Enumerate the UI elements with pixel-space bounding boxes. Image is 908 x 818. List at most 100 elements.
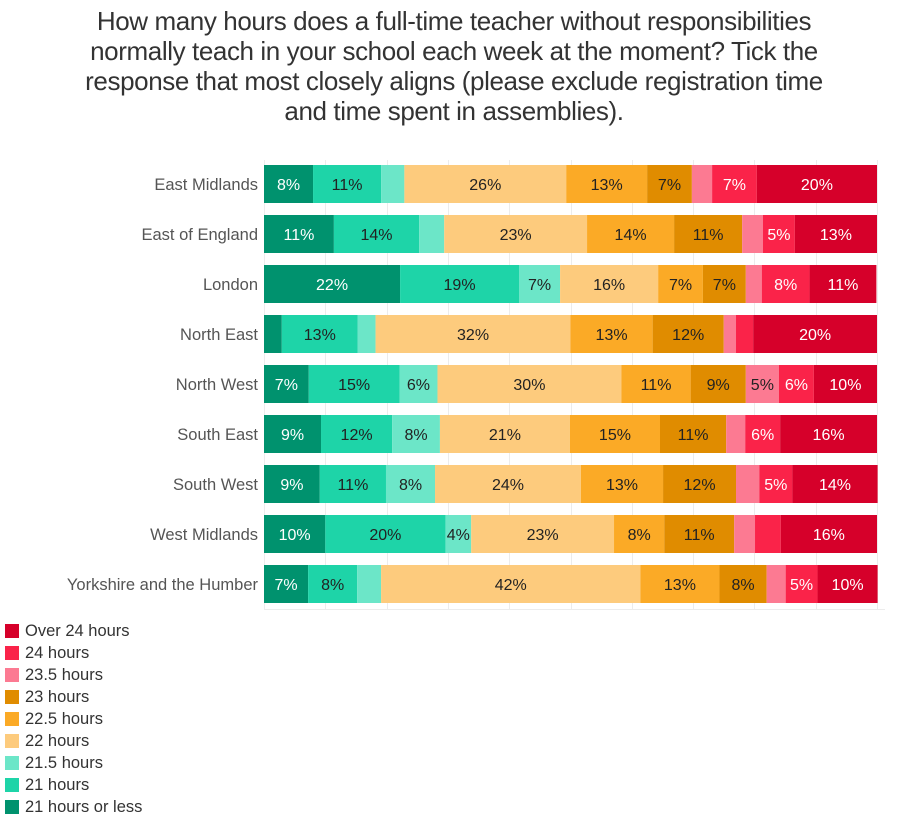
data-label: 30% (513, 377, 545, 394)
bar-segment (264, 365, 309, 403)
bar-row: 9% 11% 8% 24% 13% 12% 5% 14% (264, 465, 878, 503)
legend-swatch (5, 778, 19, 792)
legend-item[interactable]: 21 hours or less (5, 796, 142, 818)
bar-row: 8% 11% 26% 13% 7% 7% 20% (264, 165, 877, 203)
legend-label: 21 hours or less (25, 797, 143, 816)
legend-item[interactable]: 22.5 hours (5, 708, 142, 730)
data-label: 13% (304, 327, 336, 344)
bar-segment (659, 415, 727, 453)
legend-item[interactable]: 23.5 hours (5, 664, 142, 686)
legend-label: 22.5 hours (25, 709, 103, 728)
bar-segment (392, 415, 440, 453)
data-label: 11% (684, 527, 715, 544)
data-label: 16% (593, 277, 625, 294)
bar-segment (745, 365, 779, 403)
title-line: and time spent in assemblies). (284, 96, 624, 126)
bar-row: 7% 15% 6% 30% 11% 9% 5% 6% 10% (264, 365, 877, 403)
data-label: 32% (457, 327, 489, 344)
bar-segment (647, 165, 692, 203)
bar-segment (471, 515, 615, 553)
bar-segment (723, 315, 737, 353)
bar-segment (333, 215, 420, 253)
bar-segment (734, 515, 756, 553)
bar-segment (614, 515, 665, 553)
bar-segment (264, 465, 320, 503)
data-label: 11% (284, 227, 315, 244)
bar-segment (264, 215, 334, 253)
data-label: 11% (678, 427, 709, 444)
data-label: 12% (684, 477, 716, 494)
bar-row: 11% 14% 23% 14% 11% 5% 13% (264, 215, 877, 253)
bar-segment (375, 315, 571, 353)
bar-segment (264, 415, 322, 453)
category-labels: East Midlands East of England London North … (67, 176, 259, 594)
legend-label: 23.5 hours (25, 665, 103, 684)
bar-segment (702, 265, 746, 303)
legend-item[interactable]: Over 24 hours (5, 620, 142, 642)
bar-segment (785, 565, 818, 603)
data-label: 8% (628, 527, 651, 544)
data-label: 11% (332, 177, 363, 194)
bar-segment (674, 215, 743, 253)
data-label: 13% (664, 577, 696, 594)
data-label: 15% (599, 427, 631, 444)
data-label: 21% (489, 427, 521, 444)
bar-segment (308, 365, 400, 403)
data-label: 10% (832, 577, 864, 594)
data-label: 8% (399, 477, 422, 494)
bar-segment (439, 415, 570, 453)
bar-segment (753, 315, 877, 353)
bar-segment (663, 465, 737, 503)
category-label: South East (177, 426, 258, 444)
bar-segment (519, 265, 561, 303)
bar-segment (719, 565, 767, 603)
legend-label: 23 hours (25, 687, 90, 706)
bar-row: 13% 32% 13% 12% 20% (264, 315, 877, 353)
data-label: 8% (774, 277, 797, 294)
bar-segment (780, 515, 877, 553)
bar-segment (756, 165, 877, 203)
bar-segment (437, 365, 622, 403)
bar-segment (264, 265, 401, 303)
data-label: 11% (828, 277, 859, 294)
bar-segment (726, 415, 746, 453)
legend-swatch (5, 668, 19, 682)
data-label: 14% (819, 477, 851, 494)
data-label: 9% (707, 377, 730, 394)
legend-item[interactable]: 21.5 hours (5, 752, 142, 774)
bar-segment (560, 265, 659, 303)
data-label: 16% (813, 427, 845, 444)
bar-segment (640, 565, 720, 603)
legend-item[interactable]: 24 hours (5, 642, 142, 664)
bar-segment (587, 215, 675, 253)
data-label: 15% (338, 377, 370, 394)
bar-segment (742, 215, 763, 253)
category-label: North West (176, 376, 259, 394)
legend-swatch (5, 624, 19, 638)
legend-item[interactable]: 22 hours (5, 730, 142, 752)
bar-segment (264, 315, 282, 353)
data-label: 12% (672, 327, 704, 344)
bar-segment (264, 565, 309, 603)
bar-segment (385, 465, 436, 503)
data-label: 11% (337, 477, 368, 494)
data-label: 5% (751, 377, 774, 394)
data-label: 8% (404, 427, 427, 444)
legend-item[interactable]: 23 hours (5, 686, 142, 708)
legend-label: 21 hours (25, 775, 90, 794)
bar-segment (736, 465, 760, 503)
bar-segment (813, 365, 877, 403)
bar-segment (580, 465, 664, 503)
data-label: 4% (447, 527, 470, 544)
bar-segment (690, 365, 746, 403)
bar-segment (381, 165, 405, 203)
bar-row: 10% 20% 4% 23% 8% 11% 16% (264, 515, 877, 553)
bar-segment (319, 465, 386, 503)
legend-swatch (5, 756, 19, 770)
category-label: South West (173, 476, 258, 494)
data-label: 24% (492, 477, 524, 494)
bar-segment (313, 165, 382, 203)
data-label: 13% (820, 227, 852, 244)
legend-item[interactable]: 21 hours (5, 774, 142, 796)
bar-segment (809, 265, 877, 303)
